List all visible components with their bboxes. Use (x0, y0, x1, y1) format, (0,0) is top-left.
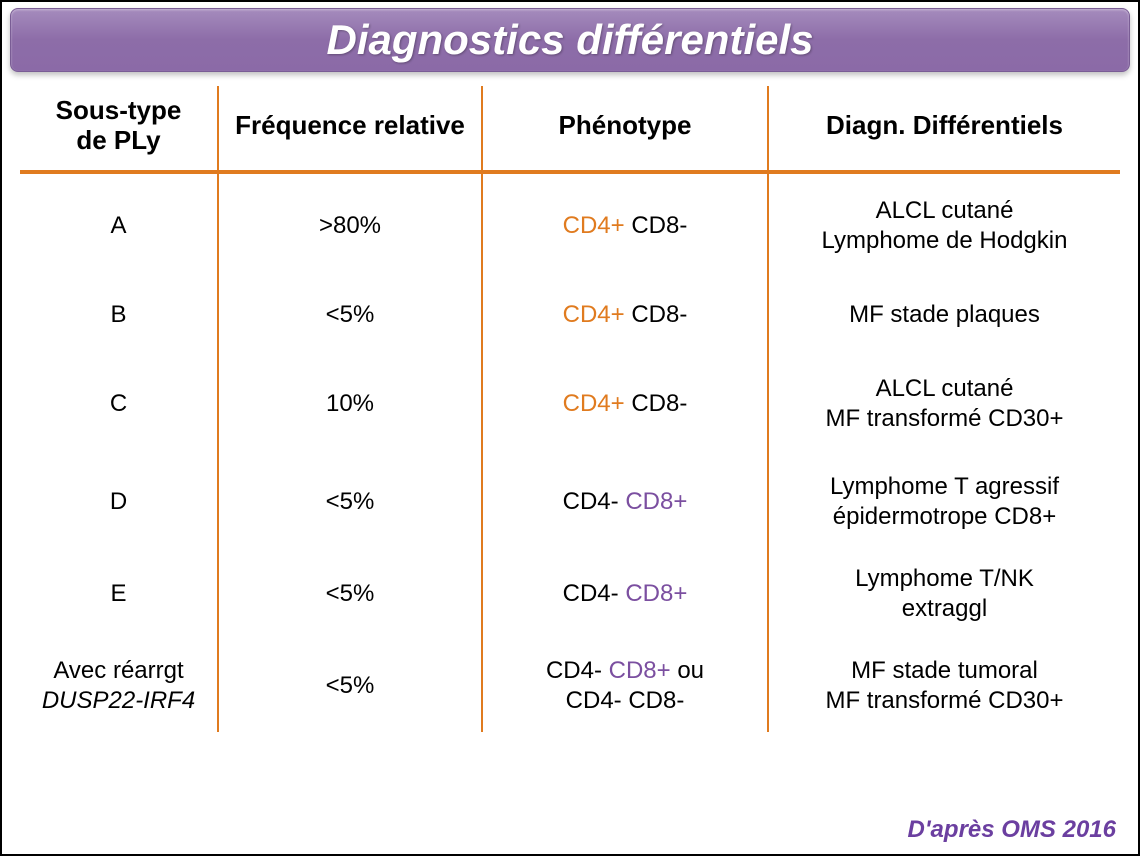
subtype-text: D (110, 488, 127, 515)
table-container: Sous-typede PLy Fréquence relative Phéno… (20, 86, 1120, 732)
diagnosis-text: MF transformé CD30+ (825, 405, 1063, 432)
cell-phenotype: CD4- CD8+ ou CD4- CD8- (482, 640, 768, 732)
cell-phenotype: CD4+ CD8- (482, 278, 768, 352)
phenotype-token: ou (671, 657, 704, 684)
cell-phenotype: CD4+ CD8- (482, 172, 768, 278)
cell-freq: <5% (218, 278, 482, 352)
subtype-text: C (110, 390, 127, 417)
phenotype-token: CD8- (625, 212, 688, 239)
cell-freq: <5% (218, 548, 482, 640)
diagnosis-text: ALCL cutané (876, 375, 1014, 402)
cell-subtype: C (20, 352, 218, 456)
phenotype-token: CD8+ (625, 488, 687, 515)
diagnosis-text: MF stade plaques (849, 301, 1040, 328)
table-row: Avec réarrgtDUSP22-IRF4<5%CD4- CD8+ ouCD… (20, 640, 1120, 732)
diagnosis-text: extraggl (902, 595, 987, 622)
table-row: C10%CD4+ CD8-ALCL cutanéMF transformé CD… (20, 352, 1120, 456)
phenotype-token: CD4- CD8- (566, 687, 685, 714)
phenotype-token: CD4+ (563, 390, 625, 417)
cell-diagnosis: ALCL cutané Lymphome de Hodgkin (768, 172, 1120, 278)
table-row: D<5%CD4- CD8+Lymphome T agressifépidermo… (20, 456, 1120, 548)
cell-subtype: Avec réarrgt DUSP22-IRF4 (20, 640, 218, 732)
table-row: E<5%CD4- CD8+Lymphome T/NKextraggl (20, 548, 1120, 640)
cell-freq: >80% (218, 172, 482, 278)
col-header-freq: Fréquence relative (218, 86, 482, 172)
cell-phenotype: CD4+ CD8- (482, 352, 768, 456)
cell-phenotype: CD4- CD8+ (482, 456, 768, 548)
phenotype-token: CD4- (563, 488, 626, 515)
diagnosis-text: Lymphome T agressif (830, 473, 1059, 500)
phenotype-token: CD4+ (563, 212, 625, 239)
phenotype-token: CD8- (625, 390, 688, 417)
cell-diagnosis: MF stade tumoral MF transformé CD30+ (768, 640, 1120, 732)
phenotype-token: CD4+ (563, 301, 625, 328)
diagnosis-text: MF stade tumoral (851, 657, 1038, 684)
cell-diagnosis: Lymphome T/NK extraggl (768, 548, 1120, 640)
table-body: A>80%CD4+ CD8-ALCL cutanéLymphome de Hod… (20, 172, 1120, 732)
cell-diagnosis: ALCL cutané MF transformé CD30+ (768, 352, 1120, 456)
diagnosis-text: Lymphome de Hodgkin (822, 227, 1068, 254)
diagnostics-table: Sous-typede PLy Fréquence relative Phéno… (20, 86, 1120, 732)
subtype-text: Avec réarrgt (53, 657, 183, 684)
source-footer: D'après OMS 2016 (908, 816, 1116, 844)
phenotype-token: CD8- (625, 301, 688, 328)
cell-phenotype: CD4- CD8+ (482, 548, 768, 640)
table-header-row: Sous-typede PLy Fréquence relative Phéno… (20, 86, 1120, 172)
subtype-text: E (110, 580, 126, 607)
subtype-text: B (110, 301, 126, 328)
cell-subtype: E (20, 548, 218, 640)
diagnosis-text: épidermotrope CD8+ (833, 503, 1056, 530)
col-header-diag: Diagn. Différentiels (768, 86, 1120, 172)
subtype-text: DUSP22-IRF4 (42, 687, 195, 714)
title-bar: Diagnostics différentiels (10, 8, 1130, 72)
phenotype-token: CD8+ (625, 580, 687, 607)
col-header-pheno: Phénotype (482, 86, 768, 172)
phenotype-token: CD4- (546, 657, 609, 684)
phenotype-token: CD4- (563, 580, 626, 607)
page-title: Diagnostics différentiels (326, 16, 813, 64)
col-header-subtype: Sous-typede PLy (20, 86, 218, 172)
cell-subtype: D (20, 456, 218, 548)
cell-freq: 10% (218, 352, 482, 456)
diagnosis-text: ALCL cutané (876, 197, 1014, 224)
diagnosis-text: MF transformé CD30+ (825, 687, 1063, 714)
cell-diagnosis: Lymphome T agressif épidermotrope CD8+ (768, 456, 1120, 548)
table-row: B<5%CD4+ CD8-MF stade plaques (20, 278, 1120, 352)
cell-diagnosis: MF stade plaques (768, 278, 1120, 352)
diagnosis-text: Lymphome T/NK (855, 565, 1034, 592)
cell-freq: <5% (218, 456, 482, 548)
cell-subtype: B (20, 278, 218, 352)
table-row: A>80%CD4+ CD8-ALCL cutanéLymphome de Hod… (20, 172, 1120, 278)
cell-freq: <5% (218, 640, 482, 732)
subtype-text: A (110, 212, 126, 239)
phenotype-token: CD8+ (609, 657, 671, 684)
cell-subtype: A (20, 172, 218, 278)
